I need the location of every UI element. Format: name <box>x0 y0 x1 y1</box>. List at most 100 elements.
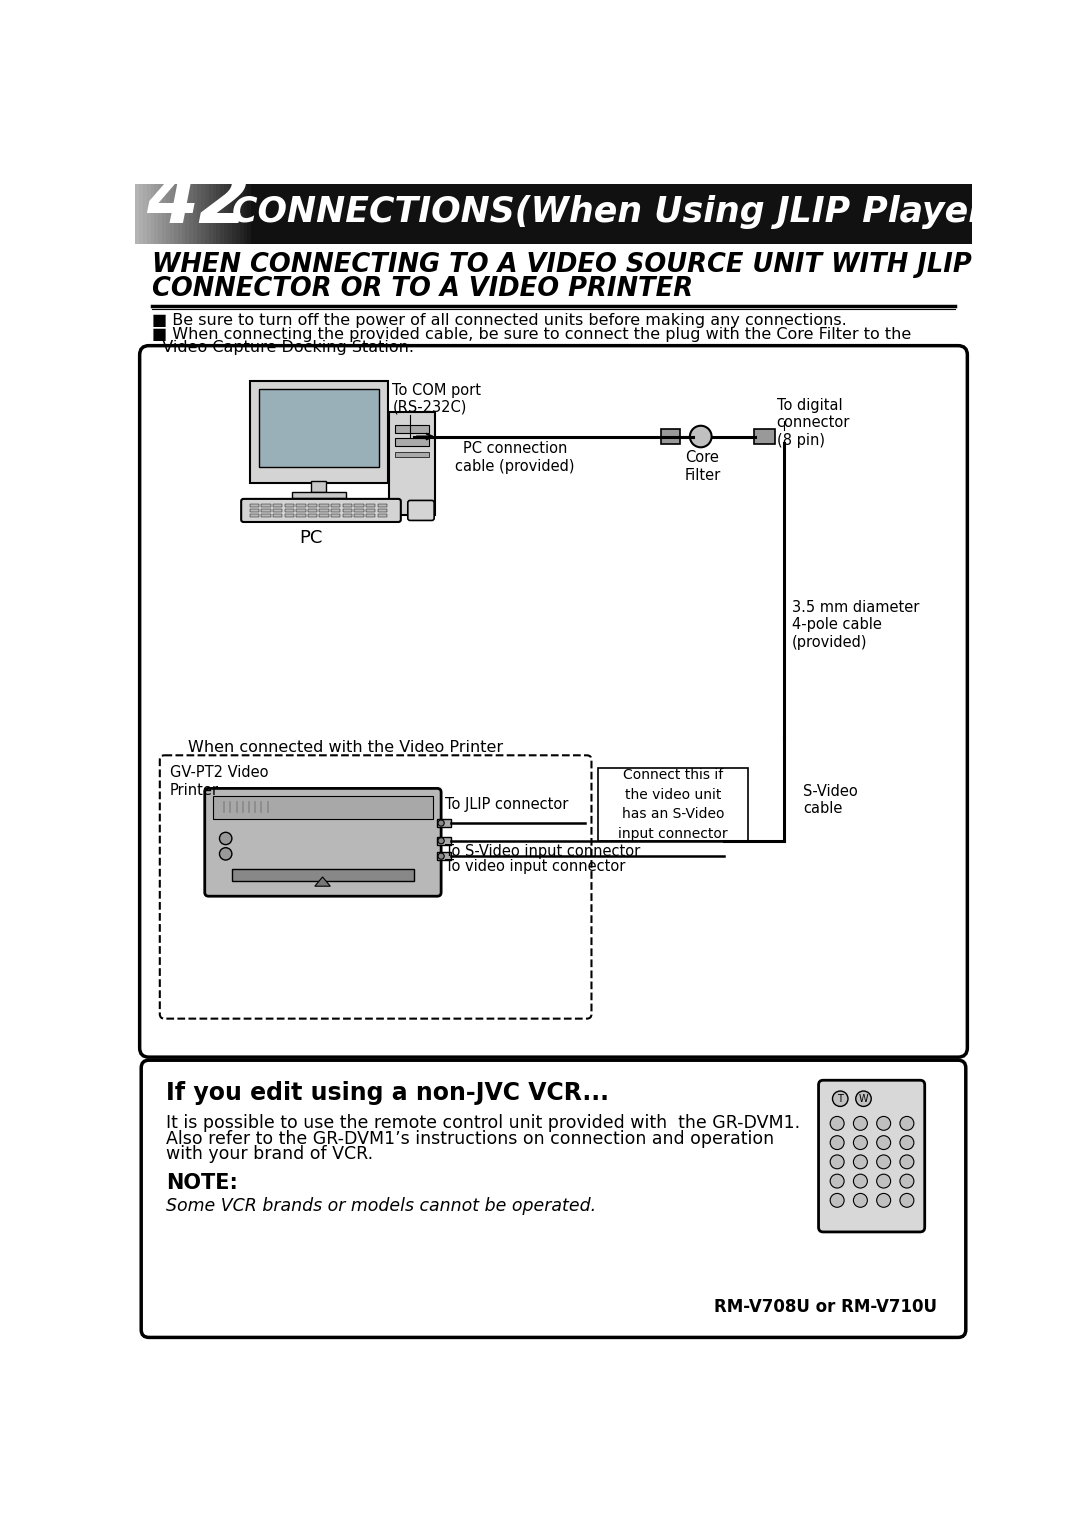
Circle shape <box>831 1116 845 1130</box>
Bar <box>354 509 364 512</box>
Text: It is possible to use the remote control unit provided with  the GR-DVM1.: It is possible to use the remote control… <box>166 1114 800 1131</box>
FancyBboxPatch shape <box>228 184 232 244</box>
Bar <box>320 509 328 512</box>
Bar <box>320 504 328 507</box>
Circle shape <box>877 1174 891 1188</box>
Circle shape <box>853 1136 867 1150</box>
Bar <box>292 492 346 498</box>
FancyBboxPatch shape <box>249 382 389 483</box>
FancyBboxPatch shape <box>154 184 159 244</box>
Circle shape <box>853 1174 867 1188</box>
Text: ■ Be sure to turn off the power of all connected units before making any connect: ■ Be sure to turn off the power of all c… <box>152 313 847 328</box>
FancyBboxPatch shape <box>243 184 248 244</box>
Bar <box>308 504 318 507</box>
FancyBboxPatch shape <box>141 1061 966 1337</box>
Text: with your brand of VCR.: with your brand of VCR. <box>166 1145 373 1164</box>
FancyBboxPatch shape <box>139 345 968 1058</box>
Bar <box>284 504 294 507</box>
Polygon shape <box>314 877 330 886</box>
Circle shape <box>877 1193 891 1208</box>
Bar <box>311 481 326 492</box>
FancyBboxPatch shape <box>220 184 225 244</box>
FancyBboxPatch shape <box>213 184 217 244</box>
Text: To COM port
(RS-232C): To COM port (RS-232C) <box>392 383 482 415</box>
Bar <box>354 504 364 507</box>
Bar <box>249 514 259 517</box>
Text: Also refer to the GR-DVM1’s instructions on connection and operation: Also refer to the GR-DVM1’s instructions… <box>166 1130 774 1148</box>
Bar <box>273 514 282 517</box>
Bar <box>437 819 451 826</box>
Circle shape <box>900 1193 914 1208</box>
Text: W: W <box>859 1093 868 1104</box>
Text: To digital
connector
(8 pin): To digital connector (8 pin) <box>777 399 850 448</box>
Text: GV-PT2 Video
Printer: GV-PT2 Video Printer <box>170 765 268 797</box>
Bar <box>342 509 352 512</box>
FancyBboxPatch shape <box>177 184 183 244</box>
Circle shape <box>831 1154 845 1168</box>
Text: ■ When connecting the provided cable, be sure to connect the plug with the Core : ■ When connecting the provided cable, be… <box>152 327 912 342</box>
Bar <box>378 514 387 517</box>
FancyBboxPatch shape <box>241 498 401 523</box>
FancyBboxPatch shape <box>147 184 151 244</box>
Bar <box>308 509 318 512</box>
FancyBboxPatch shape <box>819 1081 924 1233</box>
FancyBboxPatch shape <box>205 788 441 897</box>
FancyBboxPatch shape <box>754 429 775 445</box>
Circle shape <box>853 1154 867 1168</box>
Bar <box>249 504 259 507</box>
Text: Some VCR brands or models cannot be operated.: Some VCR brands or models cannot be oper… <box>166 1197 596 1214</box>
Circle shape <box>690 426 712 448</box>
Text: 42: 42 <box>146 167 251 239</box>
FancyBboxPatch shape <box>181 184 186 244</box>
FancyBboxPatch shape <box>139 184 144 244</box>
FancyBboxPatch shape <box>205 184 210 244</box>
FancyBboxPatch shape <box>186 184 190 244</box>
Bar <box>213 796 433 819</box>
Text: If you edit using a non-JVC VCR...: If you edit using a non-JVC VCR... <box>166 1081 609 1105</box>
Text: 3.5 mm diameter
4-pole cable
(provided): 3.5 mm diameter 4-pole cable (provided) <box>793 599 919 650</box>
Bar <box>332 509 340 512</box>
Circle shape <box>831 1174 845 1188</box>
Text: Video Capture Docking Station.: Video Capture Docking Station. <box>152 340 414 356</box>
Bar <box>261 509 271 512</box>
Circle shape <box>877 1116 891 1130</box>
Bar <box>261 504 271 507</box>
Bar <box>296 504 306 507</box>
Bar <box>308 514 318 517</box>
Text: RM-V708U or RM-V710U: RM-V708U or RM-V710U <box>714 1298 937 1315</box>
FancyBboxPatch shape <box>225 184 229 244</box>
Text: To video input connector: To video input connector <box>445 860 625 874</box>
FancyBboxPatch shape <box>247 184 252 244</box>
Circle shape <box>219 832 232 845</box>
Text: PC: PC <box>299 529 323 547</box>
Circle shape <box>853 1193 867 1208</box>
Text: To S-Video input connector: To S-Video input connector <box>445 843 640 858</box>
FancyBboxPatch shape <box>170 184 175 244</box>
Bar <box>378 504 387 507</box>
Circle shape <box>900 1174 914 1188</box>
FancyBboxPatch shape <box>160 756 592 1018</box>
Circle shape <box>855 1091 872 1107</box>
FancyBboxPatch shape <box>661 429 679 445</box>
Circle shape <box>438 820 444 826</box>
Bar <box>366 504 375 507</box>
FancyBboxPatch shape <box>240 184 244 244</box>
Circle shape <box>438 837 444 843</box>
FancyBboxPatch shape <box>135 184 139 244</box>
Bar <box>320 514 328 517</box>
Text: Core
Filter: Core Filter <box>684 451 720 483</box>
Text: Connect this if
the video unit
has an S-Video
input connector: Connect this if the video unit has an S-… <box>618 768 728 840</box>
FancyBboxPatch shape <box>174 184 178 244</box>
Bar <box>342 504 352 507</box>
Circle shape <box>877 1154 891 1168</box>
FancyBboxPatch shape <box>162 184 166 244</box>
Bar <box>232 869 414 881</box>
FancyBboxPatch shape <box>143 184 147 244</box>
Circle shape <box>900 1136 914 1150</box>
Bar <box>296 514 306 517</box>
Bar <box>249 509 259 512</box>
Text: NOTE:: NOTE: <box>166 1173 238 1193</box>
FancyBboxPatch shape <box>259 389 379 468</box>
Circle shape <box>833 1091 848 1107</box>
FancyBboxPatch shape <box>216 184 221 244</box>
